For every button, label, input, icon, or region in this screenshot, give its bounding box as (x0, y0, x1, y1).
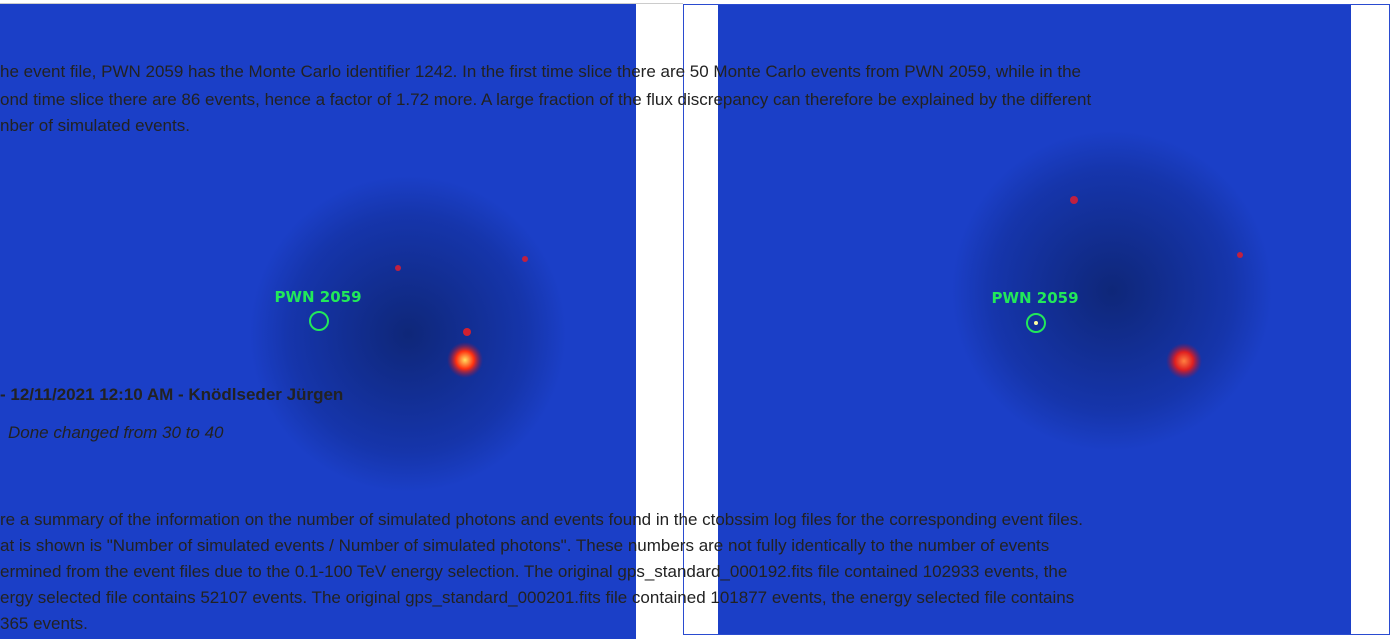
summary-line: ermined from the event files due to the … (0, 562, 1067, 582)
summary-line: ergy selected file contains 52107 events… (0, 588, 1074, 608)
comment-line: ond time slice there are 86 events, henc… (0, 90, 1091, 110)
source-label: PWN 2059 (274, 288, 361, 306)
journal-detail: Done changed from 30 to 40 (8, 423, 223, 443)
journal-header: - 12/11/2021 12:10 AM - Knödlseder Jürge… (0, 385, 343, 405)
page: {"comment_text": [ "he event file, PWN 2… (0, 0, 1394, 639)
source-label: PWN 2059 (991, 289, 1078, 307)
summary-line: at is shown is "Number of simulated even… (0, 536, 1049, 556)
summary-line: 365 events. (0, 614, 88, 634)
comment-line: he event file, PWN 2059 has the Monte Ca… (0, 62, 1081, 82)
summary-line: re a summary of the information on the n… (0, 510, 1083, 530)
comment-line: nber of simulated events. (0, 116, 190, 136)
